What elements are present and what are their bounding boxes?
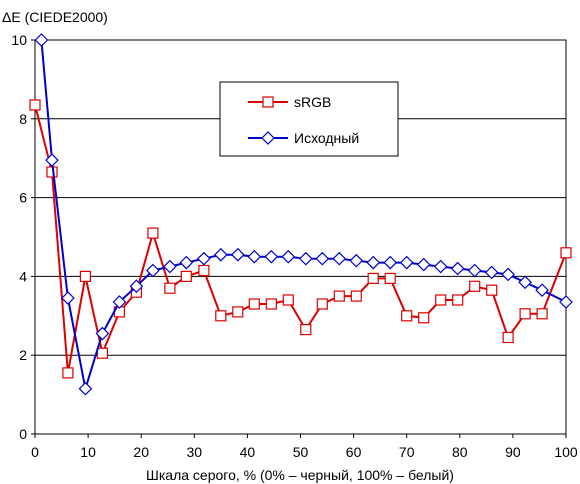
data-point-diamond bbox=[45, 153, 59, 168]
data-point-diamond bbox=[433, 259, 448, 274]
series-original bbox=[34, 33, 573, 396]
data-point-square bbox=[384, 272, 396, 284]
data-point-diamond bbox=[34, 33, 49, 47]
data-point-square bbox=[536, 308, 548, 320]
y-tick-label: 8 bbox=[19, 111, 27, 127]
data-point-square bbox=[62, 367, 74, 379]
data-point-square bbox=[560, 247, 572, 259]
y-axis-ticks: 0 2 4 6 8 10 bbox=[11, 32, 35, 442]
y-tick-label: 6 bbox=[19, 190, 27, 206]
data-point-square bbox=[418, 312, 430, 324]
legend-box bbox=[219, 81, 399, 157]
legend-marker-srgb bbox=[262, 96, 274, 108]
x-tick-label: 100 bbox=[554, 444, 578, 460]
y-tick-label: 4 bbox=[19, 268, 27, 284]
data-point-square bbox=[333, 290, 345, 302]
legend-item-srgb: sRGB bbox=[248, 94, 331, 110]
data-point-diamond bbox=[501, 267, 515, 282]
y-tick-label: 10 bbox=[11, 32, 27, 48]
data-point-diamond bbox=[247, 249, 262, 264]
data-point-square bbox=[164, 282, 176, 294]
x-tick-label: 60 bbox=[346, 444, 362, 460]
x-tick-label: 70 bbox=[399, 444, 415, 460]
data-point-diamond bbox=[518, 275, 532, 290]
data-point-square bbox=[300, 324, 312, 336]
data-point-diamond bbox=[332, 251, 347, 266]
data-point-diamond bbox=[230, 247, 245, 262]
y-tick-label: 0 bbox=[19, 426, 27, 442]
data-point-square bbox=[198, 264, 210, 277]
data-point-square bbox=[401, 310, 413, 322]
x-axis-title: Шкала серого, % (0% – черный, 100% – бел… bbox=[146, 467, 454, 483]
legend-label-srgb: sRGB bbox=[294, 94, 331, 110]
data-point-diamond bbox=[129, 279, 144, 294]
series-group bbox=[29, 33, 573, 396]
data-point-square bbox=[79, 270, 92, 282]
data-point-square bbox=[232, 306, 244, 318]
x-tick-label: 90 bbox=[505, 444, 521, 460]
x-tick-label: 80 bbox=[452, 444, 468, 460]
data-point-square bbox=[502, 331, 514, 344]
data-point-diamond bbox=[179, 255, 194, 270]
data-point-diamond bbox=[112, 295, 127, 309]
data-point-square bbox=[435, 294, 447, 306]
data-point-diamond bbox=[95, 326, 110, 341]
x-tick-label: 50 bbox=[293, 444, 309, 460]
data-point-square bbox=[147, 227, 159, 239]
data-point-diamond bbox=[61, 291, 75, 305]
data-point-diamond bbox=[214, 247, 228, 262]
data-point-square bbox=[350, 290, 362, 302]
data-point-diamond bbox=[146, 263, 160, 278]
data-point-diamond bbox=[197, 251, 211, 266]
data-point-diamond bbox=[264, 249, 279, 264]
data-point-square bbox=[282, 294, 294, 306]
data-point-diamond bbox=[484, 265, 499, 280]
data-point-diamond bbox=[163, 259, 177, 274]
data-point-diamond bbox=[315, 251, 330, 266]
legend-label-original: Исходный bbox=[294, 130, 359, 146]
data-point-diamond bbox=[366, 255, 381, 270]
data-point-diamond bbox=[281, 249, 296, 264]
data-point-diamond bbox=[383, 255, 398, 270]
x-tick-label: 40 bbox=[240, 444, 256, 460]
x-axis-ticks: 0 10 20 30 40 50 60 70 80 90 100 bbox=[31, 434, 578, 460]
y-tick-label: 2 bbox=[19, 347, 27, 363]
y-axis-title: ΔE (CIEDE2000) bbox=[2, 9, 108, 25]
data-point-square bbox=[316, 298, 328, 310]
data-point-diamond bbox=[559, 295, 573, 309]
data-point-diamond bbox=[298, 251, 313, 266]
data-point-square bbox=[486, 284, 498, 296]
data-point-square bbox=[265, 298, 277, 310]
x-tick-label: 20 bbox=[133, 444, 149, 460]
data-point-diamond bbox=[399, 255, 414, 270]
legend-marker-original bbox=[261, 131, 275, 145]
x-tick-label: 0 bbox=[31, 444, 39, 460]
x-tick-label: 10 bbox=[80, 444, 96, 460]
data-point-diamond bbox=[467, 263, 482, 278]
data-point-diamond bbox=[535, 283, 549, 298]
data-point-square bbox=[367, 272, 379, 284]
data-point-square bbox=[215, 310, 227, 322]
data-point-square bbox=[469, 280, 481, 292]
data-point-square bbox=[452, 294, 464, 306]
data-point-diamond bbox=[78, 381, 93, 396]
data-point-square bbox=[96, 347, 109, 359]
legend: sRGB Исходный bbox=[219, 81, 399, 157]
data-point-diamond bbox=[416, 257, 431, 272]
data-point-square bbox=[248, 298, 260, 310]
x-tick-label: 30 bbox=[187, 444, 203, 460]
legend-item-original: Исходный bbox=[248, 130, 359, 146]
data-point-square bbox=[519, 308, 531, 320]
data-point-square bbox=[180, 270, 192, 282]
data-point-diamond bbox=[349, 253, 364, 268]
data-point-diamond bbox=[450, 261, 465, 276]
data-point-square bbox=[29, 99, 41, 111]
